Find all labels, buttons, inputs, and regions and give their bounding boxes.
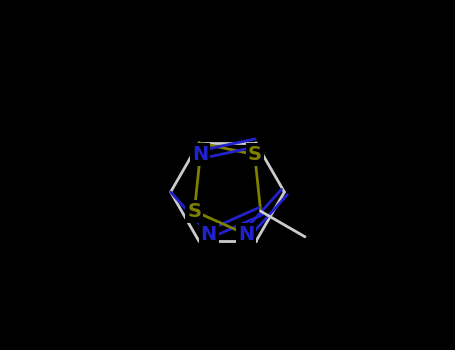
Text: S: S — [187, 202, 202, 221]
Text: N: N — [238, 225, 254, 244]
Text: S: S — [248, 145, 262, 164]
Text: N: N — [192, 145, 208, 164]
Text: N: N — [201, 225, 217, 244]
